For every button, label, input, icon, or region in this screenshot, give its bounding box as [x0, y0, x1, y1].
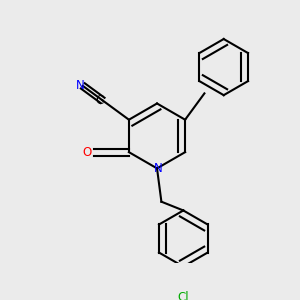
- Text: C: C: [96, 94, 104, 107]
- Text: N: N: [76, 80, 85, 92]
- Text: O: O: [82, 146, 92, 159]
- Text: N: N: [154, 162, 163, 175]
- Text: Cl: Cl: [178, 291, 189, 300]
